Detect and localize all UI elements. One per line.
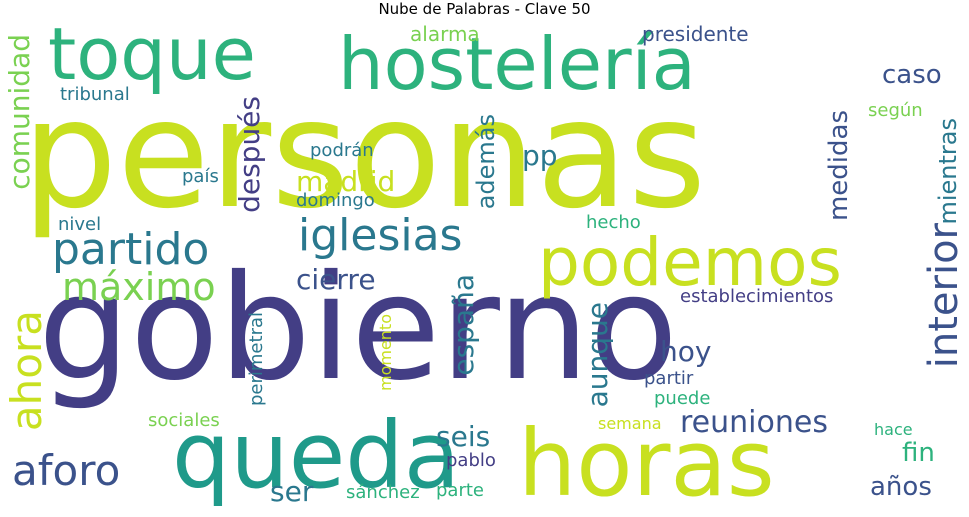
chart-title: Nube de Palabras - Clave 50 [378, 0, 591, 18]
word-presidente: presidente [642, 22, 749, 46]
word-anos: años [870, 472, 932, 502]
word-maximo: máximo [62, 265, 216, 309]
word-sociales: sociales [148, 410, 220, 431]
word-establecimientos: establecimientos [680, 286, 834, 307]
word-pablo: pablo [446, 450, 496, 471]
word-madrid: madrid [296, 165, 396, 198]
word-mientras: mientras [934, 118, 962, 225]
word-momento: momento [376, 314, 395, 392]
word-reuniones: reuniones [680, 405, 828, 440]
word-nivel: nivel [58, 214, 102, 235]
word-queda: queda [172, 402, 461, 509]
word-espana: españa [447, 274, 480, 376]
word-pp: pp [522, 139, 558, 172]
word-gobierno: gobierno [38, 244, 678, 413]
word-iglesias: iglesias [298, 210, 463, 261]
word-segun: según [868, 100, 923, 121]
word-aunque: aunque [581, 302, 614, 408]
word-hecho: hecho [586, 212, 641, 233]
word-hoy: hoy [660, 335, 712, 368]
word-domingo: domingo [296, 190, 375, 211]
word-ahora: ahora [2, 310, 51, 432]
word-aforo: aforo [12, 446, 121, 495]
word-partir: partir [644, 368, 694, 389]
word-parte: parte [436, 480, 484, 501]
word-seis: seis [436, 420, 491, 453]
word-puede: puede [654, 388, 711, 409]
word-comunidad: comunidad [3, 34, 36, 190]
word-partido: partido [52, 224, 210, 275]
word-ademas: además [472, 114, 500, 210]
word-semana: semana [598, 414, 662, 433]
word-pais: país [182, 166, 219, 187]
word-caso: caso [882, 60, 942, 90]
word-toque: toque [48, 12, 256, 96]
word-cierre: cierre [296, 263, 376, 296]
word-alarma: alarma [410, 22, 480, 46]
word-podemos: podemos [538, 224, 842, 301]
word-personas: personas [22, 68, 707, 242]
word-fin: fin [902, 438, 935, 468]
word-horas: horas [518, 410, 775, 517]
word-hace: hace [874, 420, 913, 439]
word-sanchez: sánchez [346, 482, 420, 503]
word-medidas: medidas [824, 110, 854, 222]
word-podran: podrán [310, 140, 374, 161]
word-perimetral: perimetral [246, 312, 267, 406]
word-interior: interior [921, 223, 967, 369]
word-hosteleria: hostelería [338, 22, 696, 106]
word-despues: después [233, 96, 266, 213]
word-cloud: personas gobierno horas queda podemos ho… [0, 12, 969, 517]
word-tribunal: tribunal [60, 84, 130, 105]
word-ser: ser [270, 475, 314, 508]
